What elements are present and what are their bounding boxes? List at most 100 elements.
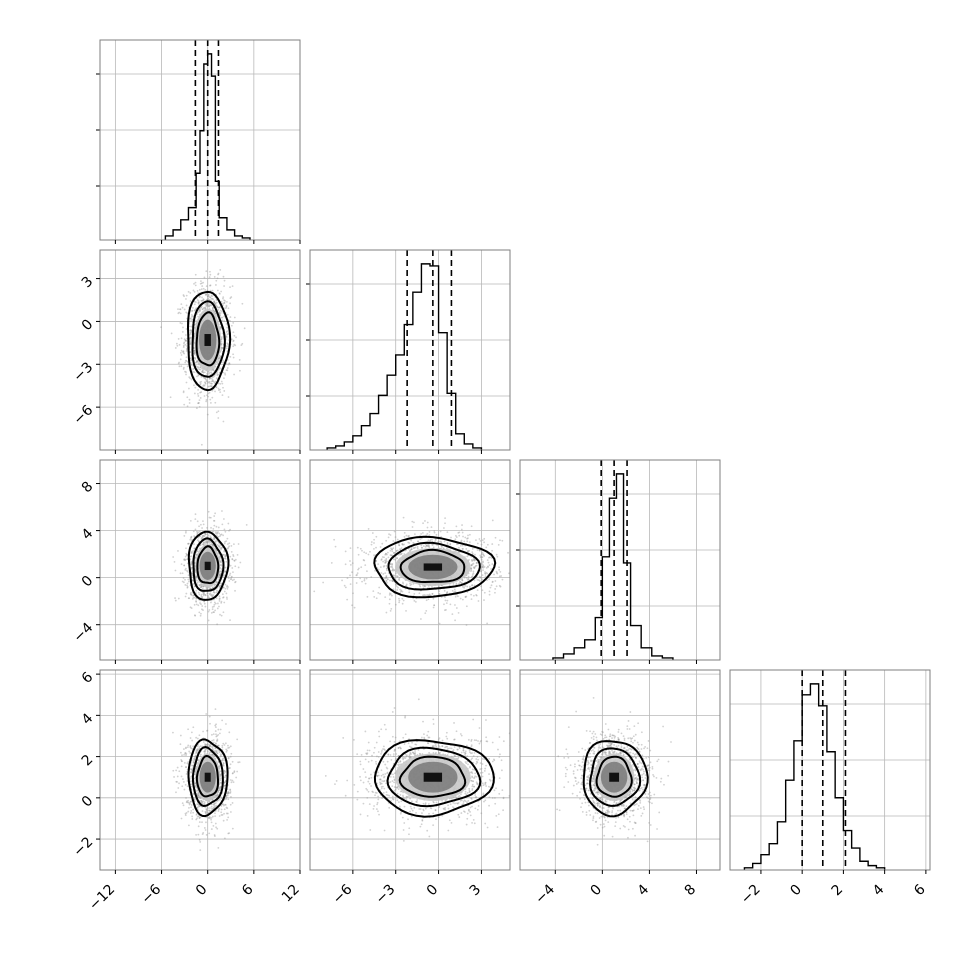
scatter-point (184, 339, 187, 342)
scatter-point (208, 540, 211, 543)
scatter-point (220, 290, 223, 293)
scatter-point (385, 576, 388, 579)
scatter-point (226, 246, 228, 248)
scatter-point (197, 309, 200, 312)
scatter-point (224, 307, 226, 310)
scatter-point (220, 349, 222, 352)
scatter-point (498, 584, 501, 587)
scatter-point (420, 618, 422, 620)
scatter-point (224, 780, 227, 783)
scatter-point (207, 298, 210, 301)
scatter-point (211, 295, 214, 298)
scatter-point (210, 377, 213, 380)
scatter-point (499, 570, 502, 573)
scatter-point (433, 604, 436, 607)
scatter-point (197, 749, 199, 752)
scatter-point (362, 559, 365, 561)
scatter-point (213, 524, 216, 527)
scatter-point (208, 305, 211, 308)
scatter-point (185, 592, 188, 595)
scatter-point (228, 580, 231, 582)
scatter-point (446, 543, 449, 546)
scatter-point (486, 622, 489, 625)
scatter-point (388, 592, 391, 595)
scatter-point (220, 337, 223, 339)
scatter-point (207, 534, 210, 537)
scatter-point (470, 564, 473, 567)
scatter-point (421, 546, 423, 549)
scatter-point (216, 289, 219, 292)
scatter-point (190, 329, 192, 332)
scatter-point (202, 534, 205, 537)
scatter-point (227, 790, 230, 793)
scatter-point (220, 564, 223, 567)
scatter-point (211, 543, 214, 546)
scatter-point (177, 308, 179, 311)
scatter-point (486, 572, 489, 575)
scatter-point (216, 306, 219, 309)
scatter-point (192, 306, 194, 309)
scatter-point (485, 571, 488, 574)
scatter-point (226, 313, 229, 316)
scatter-point (186, 553, 188, 556)
scatter-point (197, 395, 200, 397)
scatter-point (385, 559, 388, 562)
scatter-point (205, 380, 208, 382)
scatter-point (191, 574, 194, 577)
scatter-point (469, 585, 471, 588)
scatter-point (207, 595, 209, 598)
scatter-point (416, 547, 419, 550)
scatter-point (212, 586, 214, 589)
scatter-point (223, 570, 226, 573)
scatter-point (491, 543, 494, 545)
scatter-point (472, 594, 475, 597)
scatter-point (183, 341, 186, 344)
scatter-point (213, 605, 215, 608)
scatter-point (218, 313, 221, 316)
scatter-point (220, 600, 223, 603)
scatter-point (184, 559, 186, 562)
scatter-point (231, 285, 234, 288)
scatter-point (223, 770, 226, 772)
scatter-point (186, 396, 189, 399)
scatter-point (233, 543, 235, 546)
scatter-point (400, 552, 403, 555)
scatter-point (207, 395, 209, 398)
scatter-point (202, 520, 204, 523)
scatter-point (209, 299, 211, 301)
scatter-point (226, 587, 229, 590)
scatter-point (431, 543, 433, 546)
scatter-point (220, 808, 223, 811)
scatter-point (216, 738, 219, 741)
scatter-point (193, 347, 195, 350)
scatter-point (233, 559, 236, 562)
scatter-point (205, 541, 208, 544)
scatter-point (213, 300, 216, 303)
scatter-point (220, 300, 223, 303)
scatter-point (193, 547, 196, 550)
scatter-point (401, 581, 404, 584)
scatter-point (422, 522, 424, 525)
scatter-point (193, 350, 196, 352)
scatter-point (379, 566, 382, 569)
scatter-point (456, 595, 459, 598)
scatter-point (499, 585, 502, 588)
density-panel-0-3 (96, 669, 301, 874)
scatter-point (222, 553, 224, 556)
scatter-point (399, 548, 402, 551)
scatter-point (373, 554, 375, 557)
scatter-point (217, 602, 219, 605)
scatter-point (403, 531, 406, 534)
scatter-point (380, 558, 383, 560)
scatter-point (202, 543, 205, 546)
scatter-point (197, 536, 200, 539)
scatter-point (214, 302, 216, 305)
scatter-point (496, 572, 499, 575)
histogram-step (164, 53, 251, 240)
scatter-point (432, 546, 435, 549)
scatter-point (187, 290, 190, 293)
scatter-point (233, 559, 236, 562)
scatter-point (200, 288, 203, 291)
scatter-point (213, 537, 216, 540)
scatter-point (185, 298, 187, 300)
